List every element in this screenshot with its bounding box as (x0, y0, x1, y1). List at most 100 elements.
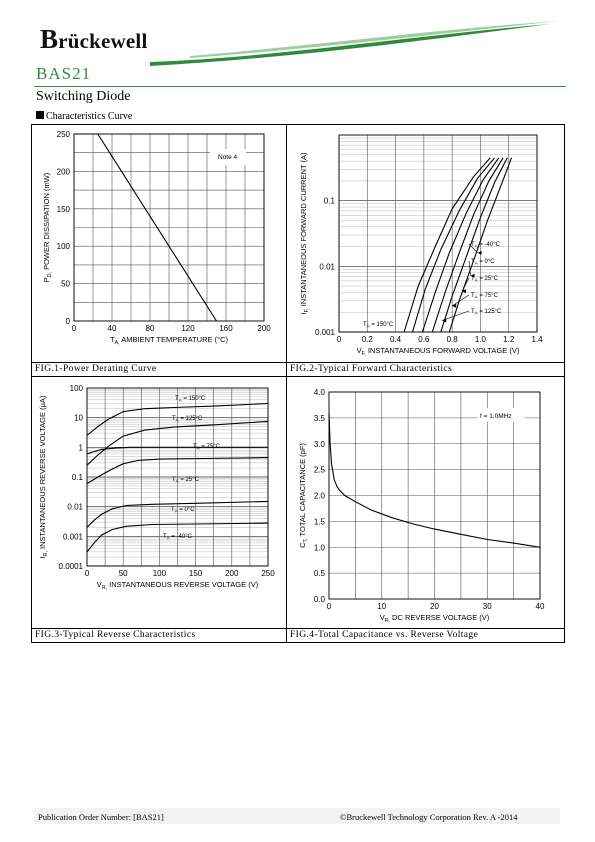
y-tick-label: 3.0 (314, 440, 326, 449)
x-tick-label: 200 (225, 569, 239, 578)
y-tick-label: 100 (57, 242, 71, 251)
series-line-3 (421, 157, 500, 333)
y-tick-label: 100 (70, 384, 84, 393)
y-tick-label: 0.001 (315, 328, 336, 337)
plot-border (328, 391, 541, 600)
y-tick-label: 1.0 (314, 543, 326, 552)
y-tick-label: 1 (79, 443, 84, 452)
x-tick-label: 0.4 (390, 335, 402, 344)
frame-divider-vertical (286, 124, 287, 643)
x-tick-label: 150 (189, 569, 203, 578)
series-line-2 (86, 446, 268, 455)
y-axis-label: IR, INSTANTANEOUS REVERSE VOLTAGE (µA) (38, 395, 49, 558)
y-tick-label: 150 (57, 205, 71, 214)
note-box (210, 149, 246, 165)
series-label-3: TA = 25°C (172, 477, 200, 484)
y-tick-label: 50 (61, 280, 70, 289)
caption-fig4: FIG.4-Total Capacitance vs. Reverse Volt… (290, 630, 479, 640)
y-tick-label: 0.1 (72, 473, 84, 482)
chart-fig3-reverse-characteristics: 0 50 100 150 200 250 0.0001 0.001 0.01 0.1 1 10 100 V… (38, 384, 275, 591)
logo-initial: B (40, 24, 59, 54)
y-tick-label: 200 (57, 167, 71, 176)
note-annotation: Note 4 (218, 154, 238, 161)
series-label-2: TA = 75°C (193, 444, 221, 451)
x-tick-label: 0 (72, 324, 77, 333)
x-tick-label: 1.0 (475, 335, 487, 344)
frame-divider-3 (31, 628, 565, 629)
y-axis-label: PD, POWER DISSIPATION (mW) (42, 172, 53, 282)
series-line-2 (431, 157, 504, 333)
x-tick-label: 80 (146, 324, 155, 333)
series-line-4 (86, 500, 269, 528)
y-tick-label: 0 (66, 317, 71, 326)
series-line-0 (86, 402, 269, 436)
series-line-0 (448, 157, 513, 333)
chart-fig4-total-capacitance: 0 10 20 30 40 0.0 0.5 1.0 1.5 2.0 2.5 3.0 3.5 4.0 VR, … (298, 388, 545, 624)
series-pointer-1 (468, 260, 471, 276)
chart-frame (31, 124, 565, 643)
x-axis-label: VF, INSTANTANEOUS FORWARD VOLTAGE (V) (357, 346, 520, 357)
y-tick-label: 0.001 (63, 532, 84, 541)
x-tick-label: 0.8 (447, 335, 459, 344)
section-heading: Characteristics Curve (36, 111, 132, 122)
x-tick-label: 50 (119, 569, 128, 578)
series-line-4 (411, 157, 496, 333)
x-tick-label: 40 (536, 602, 545, 611)
x-tick-label: 0 (337, 335, 342, 344)
series-line-1 (440, 157, 508, 333)
series-line-5 (403, 157, 491, 333)
series-label-0: TA = 150°C (175, 396, 206, 403)
x-tick-label: 1.2 (503, 335, 515, 344)
series-label-5: TA = -40°C (163, 534, 193, 541)
x-tick-label: 1.4 (531, 335, 543, 344)
x-tick-label: 10 (377, 602, 386, 611)
frame-divider-1 (31, 362, 565, 363)
series-label-0: TA = -40°C (471, 242, 501, 249)
y-tick-label: 10 (74, 414, 83, 423)
y-tick-label: 1.5 (314, 517, 326, 526)
y-tick-label: 3.5 (314, 414, 326, 423)
x-tick-label: 160 (219, 324, 233, 333)
y-tick-label: 0.01 (67, 503, 83, 512)
plot-border (86, 387, 269, 567)
y-tick-label: 0.0001 (59, 562, 84, 571)
chart-fig2-forward-characteristics: 0 0.2 0.4 0.6 0.8 1.0 1.2 1.4 0.001 0.01 0.1 VF, IN… (299, 134, 543, 357)
series-pointer-0 (468, 243, 478, 254)
y-tick-label: 250 (57, 130, 71, 139)
plot-border (73, 133, 265, 322)
series-pointer-2 (461, 277, 470, 292)
caption-fig1: FIG.1-Power Derating Curve (35, 364, 157, 374)
footer-copyright: ©Bruckewell Technology Corporation Rev. … (340, 812, 518, 822)
x-tick-label: 30 (483, 602, 492, 611)
series-label-2: TA = 25°C (471, 276, 499, 283)
series-pointer-3 (451, 294, 470, 307)
y-tick-label: 0.0 (314, 595, 326, 604)
series-label-3: TA = 75°C (471, 293, 499, 300)
arrow-icon (462, 289, 467, 294)
y-tick-label: 2.0 (314, 492, 326, 501)
footer-publication-number: Publication Order Number: [BAS21] (38, 812, 164, 822)
chart-fig1-power-derating: 0 40 80 120 160 200 0 50 100 150 200 250 TA, AMBIENT… (42, 130, 271, 346)
logo-rest: rückewell (58, 29, 148, 53)
product-title: BAS21 (36, 64, 92, 83)
title-rule (34, 86, 566, 87)
x-tick-label: 250 (261, 569, 275, 578)
x-tick-label: 100 (153, 569, 167, 578)
y-tick-label: 0.1 (324, 197, 336, 206)
y-tick-label: 0.01 (319, 262, 335, 271)
series-label-4: TA = 0°C (171, 507, 195, 514)
series-pointer-4 (442, 310, 470, 321)
x-tick-label: 0 (327, 602, 332, 611)
x-tick-label: 120 (181, 324, 195, 333)
x-tick-label: 0.2 (362, 335, 374, 344)
bullet-square-icon (36, 111, 44, 119)
y-axis-label: IF, INSTANTANEOUS FORWARD CURRENT (A) (299, 152, 310, 315)
caption-fig2: FIG.2-Typical Forward Characteristics (290, 364, 453, 374)
x-axis-label: VR, INSTANTANEOUS REVERSE VOLTAGE (V) (97, 580, 259, 591)
series-line-5 (86, 522, 269, 553)
series-line-0 (328, 412, 541, 548)
arrow-icon (477, 250, 482, 255)
arrow-icon (470, 273, 475, 278)
brand-swoosh-icon (150, 21, 558, 66)
series-label-5: TA = 150°C (363, 322, 394, 329)
